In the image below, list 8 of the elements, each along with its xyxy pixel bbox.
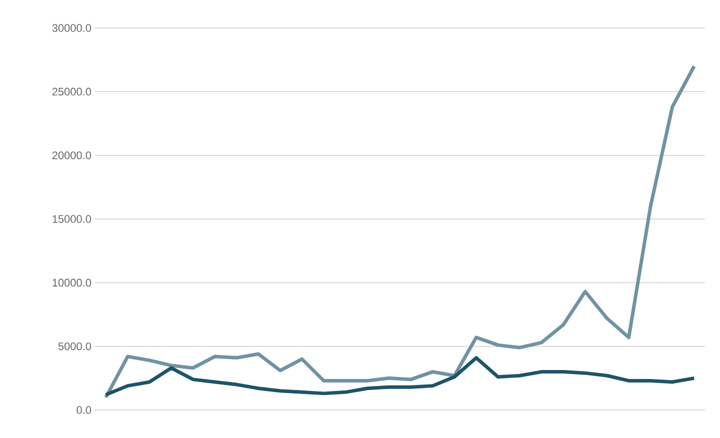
y-tick-label: 5000.0: [58, 342, 92, 350]
y-tick-label: 15000.0: [52, 215, 92, 223]
y-tick-label: 0.0: [76, 406, 92, 414]
y-tick-label: 20000.0: [52, 151, 92, 160]
line-series: [104, 356, 696, 396]
y-tick-label: 10000.0: [52, 278, 92, 287]
y-tick-label: 30000.0: [52, 24, 92, 32]
y-tick-label: 25000.0: [52, 88, 92, 96]
